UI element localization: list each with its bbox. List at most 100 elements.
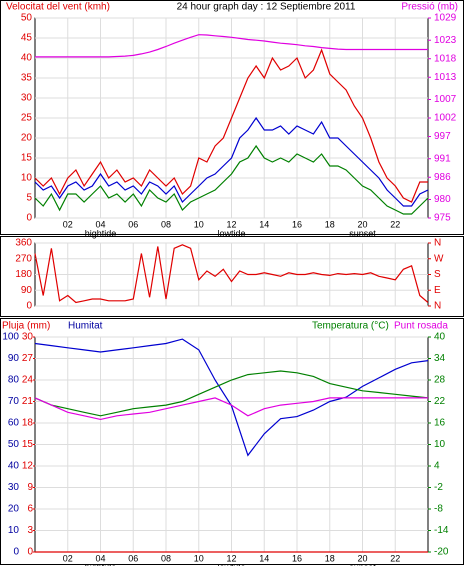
- y-tick-label: 360: [15, 238, 32, 249]
- y-tick-label: -20: [434, 547, 449, 558]
- x-tick-label: 14: [259, 553, 269, 563]
- x-tick-label: 22: [390, 553, 400, 563]
- y-tick-label: 0: [26, 301, 32, 312]
- y-tick-label: 180: [15, 269, 32, 280]
- left-axis-title: Velocitat del vent (kmh): [6, 2, 110, 13]
- y-tick-label: 20: [8, 504, 20, 515]
- x-tick-label: 18: [325, 553, 335, 563]
- series-line: [34, 116, 429, 207]
- series-line: [34, 244, 429, 304]
- y-tick-label: 70: [8, 396, 20, 407]
- y-tick-label: 15: [21, 153, 33, 164]
- y-tick-label: 40: [8, 461, 20, 472]
- annotation: hightide: [85, 228, 117, 238]
- x-tick-label: 18: [325, 219, 335, 229]
- x-tick-label: 14: [259, 219, 269, 229]
- y-tick-label: N: [434, 238, 441, 249]
- y-tick-label: 0: [27, 547, 33, 558]
- y-tick-label: 10: [434, 439, 446, 450]
- y-tick-label: 60: [8, 418, 20, 429]
- y-tick-label: 90: [8, 353, 20, 364]
- annotation: sunset: [349, 228, 376, 238]
- y-tick-label: 24: [22, 375, 34, 386]
- y-tick-label: W: [434, 253, 444, 264]
- x-tick-label: 20: [357, 219, 367, 229]
- y-tick-label: 16: [434, 418, 446, 429]
- y-tick-label: E: [434, 285, 441, 296]
- y-tick-label: 30: [22, 332, 34, 343]
- y-tick-label: 0: [26, 213, 32, 224]
- y-tick-label: 30: [21, 93, 33, 104]
- x-tick-label: 06: [128, 553, 138, 563]
- y-tick-label: -2: [434, 482, 443, 493]
- series-line: [35, 34, 428, 58]
- x-tick-label: 04: [95, 553, 105, 563]
- annotation: lowtide: [217, 562, 245, 566]
- x-tick-label: 08: [161, 219, 171, 229]
- x-tick-label: 10: [194, 553, 204, 563]
- y-tick-label: 997: [434, 131, 451, 142]
- series-line: [34, 370, 429, 417]
- y-tick-label: 15: [22, 439, 34, 450]
- y-tick-label: 18: [22, 418, 34, 429]
- y-tick-label: 0: [13, 547, 19, 558]
- x-tick-label: 12: [226, 553, 236, 563]
- y-tick-label: 1007: [434, 94, 457, 105]
- humidity-axis-title: Humitat: [68, 321, 103, 332]
- chart-title: 24 hour graph day : 12 Septiembre 2011: [177, 2, 356, 13]
- y-tick-label: 50: [21, 13, 33, 24]
- y-tick-label: 25: [21, 113, 33, 124]
- y-tick-label: 12: [22, 461, 34, 472]
- x-tick-label: 22: [390, 219, 400, 229]
- y-tick-label: 30: [8, 482, 20, 493]
- y-tick-label: 50: [8, 439, 20, 450]
- y-tick-label: 40: [434, 332, 446, 343]
- y-tick-label: 9: [27, 482, 33, 493]
- annotation: sunset: [349, 562, 376, 566]
- series-line: [34, 397, 428, 421]
- annotation: hightide: [85, 562, 117, 566]
- y-tick-label: N: [434, 301, 441, 312]
- y-tick-label: 21: [22, 396, 34, 407]
- y-tick-label: 1018: [434, 53, 457, 64]
- y-tick-label: 4: [434, 461, 440, 472]
- right-axis-title: Pressió (mb): [401, 2, 458, 13]
- y-tick-label: 10: [21, 173, 33, 184]
- y-tick-label: 986: [434, 172, 451, 183]
- x-tick-label: 02: [63, 553, 73, 563]
- x-tick-label: 04: [95, 219, 105, 229]
- y-tick-label: 80: [8, 375, 20, 386]
- rain-axis-title: Pluja (mm): [2, 321, 50, 332]
- y-tick-label: 975: [434, 213, 451, 224]
- x-tick-label: 02: [63, 219, 73, 229]
- y-tick-label: 1013: [434, 72, 457, 83]
- y-tick-label: -8: [434, 504, 443, 515]
- y-tick-label: 1002: [434, 113, 457, 124]
- y-tick-label: 20: [21, 133, 33, 144]
- y-tick-label: 1029: [434, 13, 457, 24]
- series-line: [34, 144, 429, 215]
- y-tick-label: 40: [21, 53, 33, 64]
- y-tick-label: 980: [434, 194, 451, 205]
- y-tick-label: 28: [434, 375, 446, 386]
- x-tick-label: 10: [194, 219, 204, 229]
- y-tick-label: 5: [26, 193, 32, 204]
- x-tick-label: 16: [292, 553, 302, 563]
- x-tick-label: 06: [128, 219, 138, 229]
- y-tick-label: 270: [15, 253, 32, 264]
- y-tick-label: 6: [27, 504, 33, 515]
- y-tick-label: -14: [434, 525, 449, 536]
- series-line: [34, 48, 428, 203]
- y-tick-label: 45: [21, 33, 33, 44]
- y-tick-label: 10: [8, 525, 20, 536]
- y-tick-label: 3: [27, 525, 33, 536]
- dewpoint-axis-title: Punt rosada: [394, 321, 448, 332]
- x-tick-label: 08: [161, 553, 171, 563]
- y-tick-label: 27: [22, 353, 34, 364]
- x-tick-label: 12: [226, 219, 236, 229]
- y-tick-label: 22: [434, 396, 446, 407]
- y-tick-label: S: [434, 269, 441, 280]
- y-tick-label: 100: [2, 332, 19, 343]
- y-tick-label: 1023: [434, 35, 457, 46]
